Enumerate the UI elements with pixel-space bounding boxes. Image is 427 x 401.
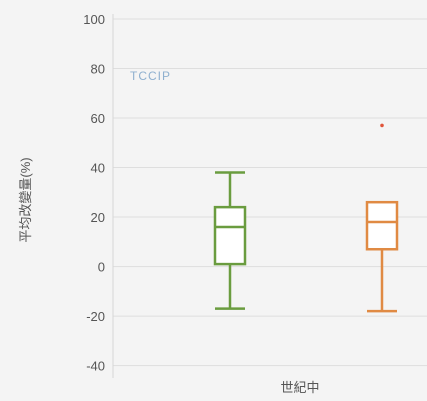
- tccip-watermark: TCCIP: [130, 69, 171, 83]
- grid-lines: [113, 18, 427, 367]
- y-axis-label: 平均改變量(%): [18, 157, 33, 242]
- x-axis-label: 世紀中: [280, 380, 319, 395]
- y-tick-label: -20: [86, 309, 105, 324]
- iqr-box: [213, 205, 247, 266]
- box-series-group: [213, 123, 399, 313]
- y-tick-label: 80: [91, 61, 105, 76]
- box-series-2: [365, 123, 399, 313]
- y-tick-label: 40: [91, 161, 105, 176]
- iqr-box: [365, 200, 399, 251]
- box-series-1: [213, 171, 247, 310]
- y-tick-label: 20: [91, 210, 105, 225]
- y-axis: 100 80 60 40 20 0 -20 -40: [83, 12, 114, 378]
- y-tick-label: 0: [98, 260, 105, 275]
- outlier-point: [380, 123, 384, 128]
- y-tick-label: 100: [83, 12, 105, 27]
- y-tick-label: 60: [91, 111, 105, 126]
- y-tick-label: -40: [86, 359, 105, 374]
